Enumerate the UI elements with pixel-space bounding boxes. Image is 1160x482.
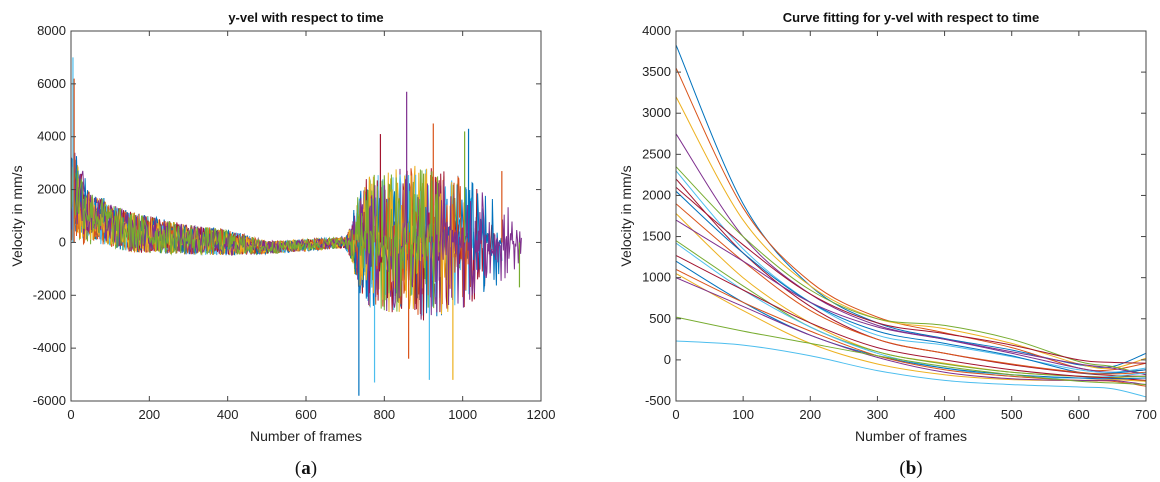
chart-b-xtick-label: 200 bbox=[799, 407, 821, 422]
chart-a-panel-label: (a) bbox=[295, 458, 317, 479]
chart-a-xlabel: Number of frames bbox=[250, 428, 362, 444]
chart-a-ytick-label: -6000 bbox=[33, 393, 66, 408]
chart-a-ytick-label: 2000 bbox=[37, 182, 66, 197]
chart-b-xtick-label: 400 bbox=[934, 407, 956, 422]
chart-b-fit-curve bbox=[676, 255, 1146, 381]
chart-a-xtick-label: 600 bbox=[295, 407, 317, 422]
chart-b-fit-curve bbox=[676, 44, 1146, 369]
chart-b-xtick-label: 300 bbox=[867, 407, 889, 422]
chart-b-xtick-label: 700 bbox=[1135, 407, 1157, 422]
chart-a-xtick-label: 1000 bbox=[448, 407, 477, 422]
chart-a-series-line bbox=[71, 166, 440, 312]
chart-b-fit-curve bbox=[676, 190, 1146, 375]
chart-a-ytick-label: -2000 bbox=[33, 287, 66, 302]
chart-a-series-line bbox=[71, 168, 471, 315]
chart-a-xtick-label: 0 bbox=[67, 407, 74, 422]
chart-b-fit-curve bbox=[676, 178, 1146, 377]
chart-b-fit-curve bbox=[676, 96, 1146, 369]
chart-b-ytick-label: 3000 bbox=[642, 105, 671, 120]
chart-b-xtick-label: 0 bbox=[672, 407, 679, 422]
chart-b-fit-curve bbox=[676, 316, 1146, 386]
chart-a-title: y-vel with respect to time bbox=[228, 10, 383, 25]
chart-b-ytick-label: 4000 bbox=[642, 23, 671, 38]
chart-b-ytick-label: -500 bbox=[645, 393, 671, 408]
chart-a: y-vel with respect to time 0 200 400 600 800… bbox=[9, 10, 555, 479]
chart-b-ytick-label: 2500 bbox=[642, 146, 671, 161]
chart-b-ytick-label: 500 bbox=[649, 311, 671, 326]
chart-b-fit-curve bbox=[676, 273, 1146, 382]
chart-b-xtick-label: 500 bbox=[1001, 407, 1023, 422]
chart-a-xtick-label: 800 bbox=[373, 407, 395, 422]
chart-b-xtick-label: 100 bbox=[732, 407, 754, 422]
chart-b-title: Curve fitting for y-vel with respect to … bbox=[783, 10, 1039, 25]
chart-b-fit-curve bbox=[676, 268, 1146, 387]
chart-b-xtick-label: 600 bbox=[1068, 407, 1090, 422]
chart-b-ytick-label: 1000 bbox=[642, 270, 671, 285]
chart-b-fit-curve bbox=[676, 166, 1146, 376]
chart-b-xlabel: Number of frames bbox=[855, 428, 967, 444]
chart-b-series-group bbox=[676, 44, 1146, 398]
chart-b-fit-curve bbox=[676, 240, 1146, 378]
chart-b-panel-label: (b) bbox=[899, 458, 922, 479]
chart-b-ytick-label: 0 bbox=[664, 352, 671, 367]
chart-a-series-group bbox=[71, 57, 522, 396]
chart-b-fit-curve bbox=[676, 170, 1146, 373]
chart-b-fit-curve bbox=[676, 133, 1146, 373]
chart-a-ytick-label: 8000 bbox=[37, 23, 66, 38]
chart-b-ytick-label: 1500 bbox=[642, 229, 671, 244]
chart-a-ytick-label: -4000 bbox=[33, 340, 66, 355]
chart-b-fit-curve bbox=[676, 260, 1146, 380]
chart-b-ytick-label: 3500 bbox=[642, 64, 671, 79]
chart-a-xtick-label: 200 bbox=[138, 407, 160, 422]
chart-a-ytick-label: 4000 bbox=[37, 129, 66, 144]
chart-b-fit-curve bbox=[676, 203, 1146, 375]
chart-b-fit-curve bbox=[676, 340, 1146, 398]
chart-a-ytick-label: 0 bbox=[59, 234, 66, 249]
chart-b: Curve fitting for y-vel with respect to … bbox=[618, 10, 1157, 479]
chart-b-ytick-label: 2000 bbox=[642, 187, 671, 202]
chart-b-fit-curve bbox=[676, 219, 1146, 376]
chart-b-fit-curve bbox=[676, 213, 1146, 382]
chart-a-ticks: 0 200 400 600 800 1000 1200 -6000 -4000 -2000 0 200… bbox=[33, 23, 556, 422]
chart-a-xtick-label: 400 bbox=[217, 407, 239, 422]
chart-b-ylabel: Velocity in mm/s bbox=[618, 165, 634, 266]
chart-b-fit-curve bbox=[676, 186, 1146, 364]
chart-b-ticks: 0 100 200 300 400 500 600 700-50005001000150020… bbox=[642, 23, 1157, 422]
chart-a-ylabel: Velocity in mm/s bbox=[9, 165, 25, 266]
chart-a-xtick-label: 1200 bbox=[527, 407, 556, 422]
chart-a-ytick-label: 6000 bbox=[37, 76, 66, 91]
chart-b-axes-box bbox=[675, 30, 1147, 402]
chart-b-fit-curve bbox=[676, 277, 1146, 386]
